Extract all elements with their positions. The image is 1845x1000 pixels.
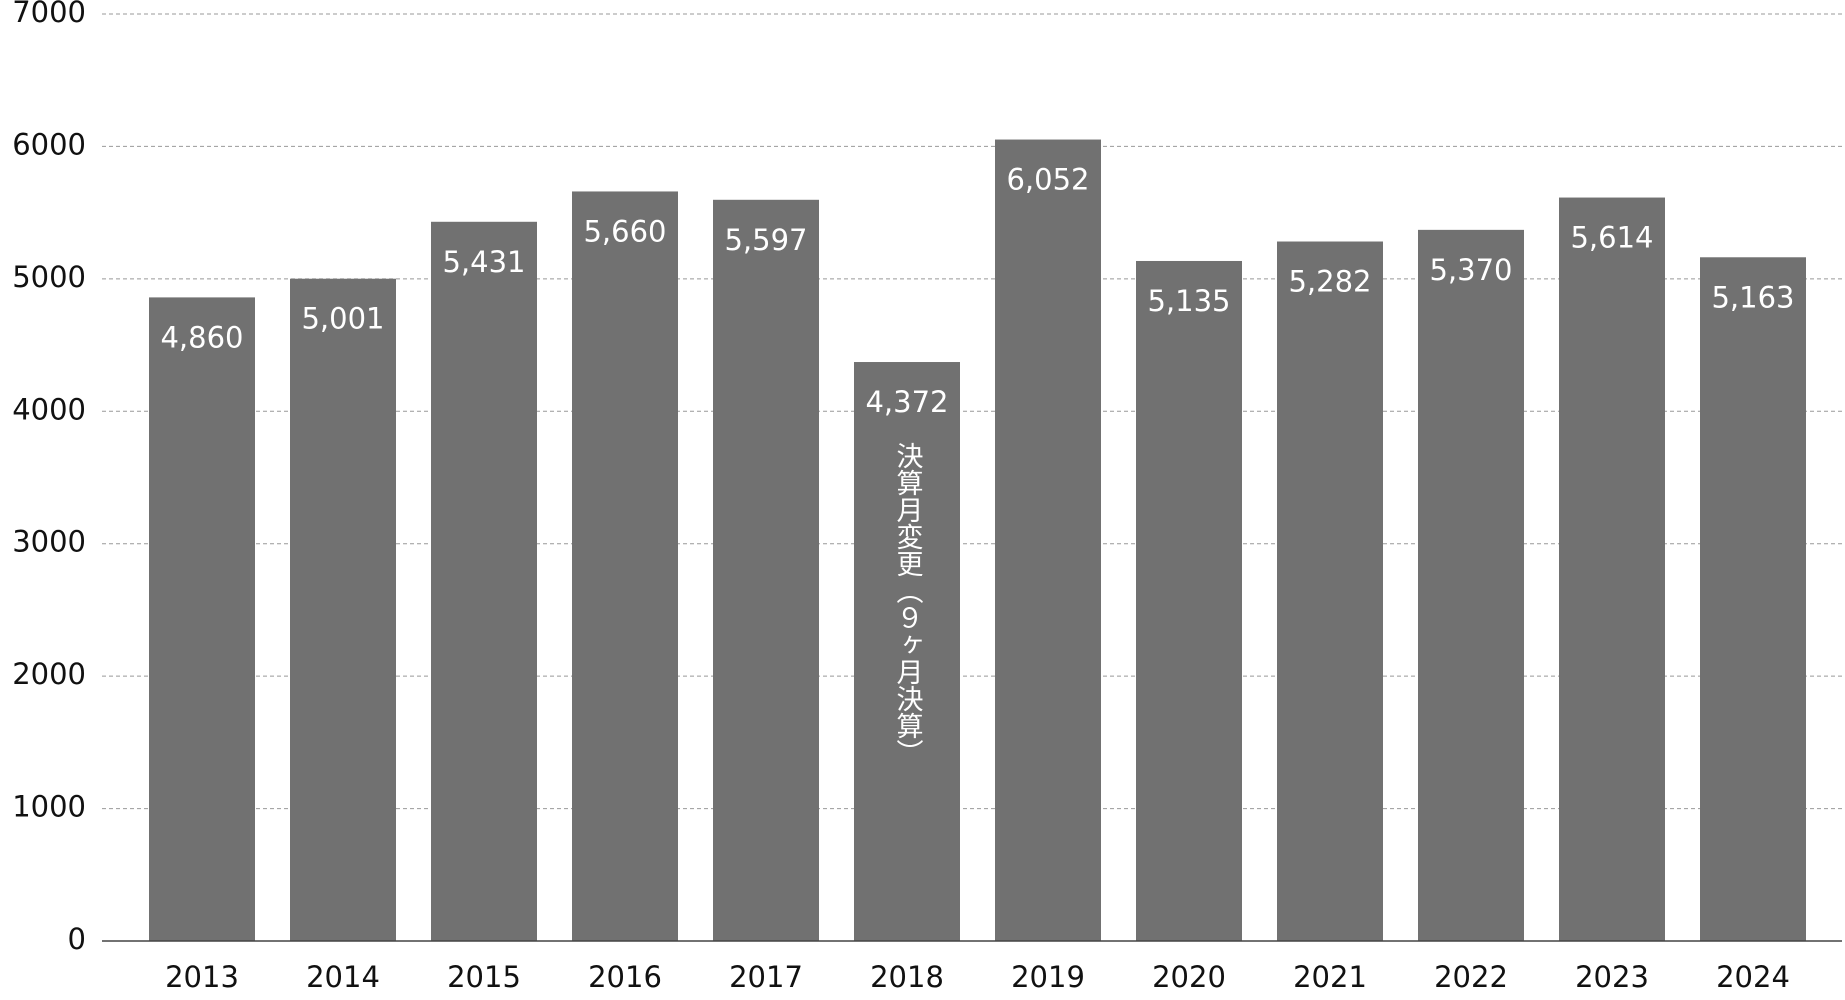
x-tick-label: 2018 [870,960,944,994]
y-tick-label: 4000 [12,392,86,426]
x-tick-label: 2014 [306,960,380,994]
y-tick-label: 2000 [12,657,86,691]
y-tick-label: 0 [68,922,86,956]
value-label: 4,860 [160,320,243,354]
value-label: 5,282 [1288,265,1371,299]
bar [1136,260,1242,942]
bar [713,199,819,941]
bar [290,278,396,941]
value-label: 5,431 [442,245,525,279]
bar [1277,241,1383,942]
x-tick-label: 2022 [1434,960,1508,994]
bar [1559,197,1665,941]
value-label: 5,597 [724,223,807,257]
x-tick-label: 2021 [1293,960,1367,994]
y-tick-label: 6000 [12,127,86,161]
bar [1700,257,1806,942]
bar [854,362,960,941]
x-tick-label: 2016 [588,960,662,994]
y-tick-label: 7000 [12,0,86,29]
x-tick-label: 2015 [447,960,521,994]
value-label: 6,052 [1006,163,1089,197]
annotation: 決算月変更（９ヶ月決算） [892,442,924,766]
value-label: 5,001 [301,302,384,336]
x-tick-label: 2019 [1011,960,1085,994]
value-label: 5,370 [1429,253,1512,287]
x-tick-label: 2024 [1716,960,1790,994]
y-tick-label: 1000 [12,790,86,824]
bar [995,139,1101,941]
x-tick-label: 2020 [1152,960,1226,994]
bar [149,297,255,941]
value-label: 5,614 [1570,221,1653,255]
value-label: 5,135 [1147,284,1230,318]
x-tick-label: 2023 [1575,960,1649,994]
y-tick-label: 3000 [12,525,86,559]
value-label: 4,372 [865,385,948,419]
bar [431,221,537,942]
x-tick-label: 2017 [729,960,803,994]
y-tick-label: 5000 [12,260,86,294]
bar [1418,229,1524,941]
bar [572,191,678,941]
value-label: 5,163 [1711,280,1794,314]
value-label: 5,660 [583,214,666,248]
x-tick-label: 2013 [165,960,239,994]
